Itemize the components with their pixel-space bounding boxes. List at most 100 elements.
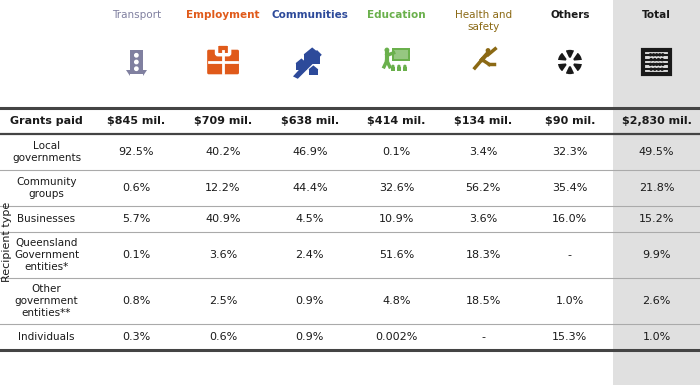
Text: 18.3%: 18.3% [466, 250, 501, 260]
Circle shape [134, 66, 139, 71]
Bar [296, 63, 307, 70]
Polygon shape [126, 70, 130, 76]
Text: Health and
safety: Health and safety [455, 10, 512, 32]
Bar [130, 50, 143, 74]
Circle shape [391, 65, 395, 68]
Bar [403, 67, 407, 71]
Text: Education: Education [368, 10, 426, 20]
Text: 3.4%: 3.4% [469, 147, 498, 157]
Text: Transport: Transport [112, 10, 161, 20]
FancyBboxPatch shape [207, 50, 239, 74]
Circle shape [134, 60, 139, 64]
Text: 92.5%: 92.5% [118, 147, 154, 157]
Text: 3.6%: 3.6% [469, 214, 497, 224]
Text: 46.9%: 46.9% [292, 147, 328, 157]
Circle shape [657, 58, 660, 61]
Text: 1.0%: 1.0% [643, 332, 671, 342]
Text: 32.3%: 32.3% [552, 147, 587, 157]
Text: Others: Others [550, 10, 589, 20]
Text: 2.4%: 2.4% [295, 250, 324, 260]
Circle shape [403, 65, 407, 68]
Text: Grants paid: Grants paid [10, 116, 83, 126]
Text: 12.2%: 12.2% [205, 183, 241, 193]
Text: 18.5%: 18.5% [466, 296, 501, 306]
Circle shape [657, 67, 660, 71]
Text: 9.9%: 9.9% [643, 250, 671, 260]
Text: 40.2%: 40.2% [205, 147, 241, 157]
Bar [613, 0, 700, 385]
Polygon shape [143, 70, 147, 76]
Text: 0.8%: 0.8% [122, 296, 150, 306]
Text: 16.0%: 16.0% [552, 214, 587, 224]
FancyBboxPatch shape [216, 44, 230, 55]
Text: Businesses: Businesses [18, 214, 76, 224]
Text: Queensland
Government
entities*: Queensland Government entities* [14, 238, 79, 271]
Text: 44.4%: 44.4% [292, 183, 328, 193]
Circle shape [652, 63, 655, 66]
Text: Individuals: Individuals [18, 332, 75, 342]
Circle shape [655, 53, 659, 57]
Text: 21.8%: 21.8% [639, 183, 674, 193]
Text: Communities: Communities [272, 10, 348, 20]
Text: 49.5%: 49.5% [639, 147, 674, 157]
Text: Employment: Employment [186, 10, 260, 20]
Text: 4.5%: 4.5% [295, 214, 324, 224]
Circle shape [384, 48, 389, 52]
Text: 4.8%: 4.8% [382, 296, 411, 306]
Text: Recipient type: Recipient type [2, 202, 12, 282]
Circle shape [658, 63, 662, 66]
Text: 2.5%: 2.5% [209, 296, 237, 306]
Text: Local
governments: Local governments [12, 141, 81, 163]
Circle shape [660, 67, 664, 71]
Text: $134 mil.: $134 mil. [454, 116, 512, 126]
Text: 5.7%: 5.7% [122, 214, 150, 224]
Bar [393, 50, 407, 59]
Text: $709 mil.: $709 mil. [194, 116, 252, 126]
Bar [309, 69, 318, 75]
Text: $2,830 mil.: $2,830 mil. [622, 116, 692, 126]
Circle shape [653, 67, 657, 71]
Circle shape [397, 65, 400, 68]
Text: 0.002%: 0.002% [375, 332, 418, 342]
Text: 40.9%: 40.9% [205, 214, 241, 224]
Text: 56.2%: 56.2% [466, 183, 501, 193]
Polygon shape [295, 59, 307, 63]
Circle shape [653, 58, 657, 61]
Text: 0.9%: 0.9% [295, 296, 324, 306]
Polygon shape [293, 50, 322, 79]
Circle shape [649, 63, 652, 66]
Text: 15.3%: 15.3% [552, 332, 587, 342]
Text: 0.6%: 0.6% [122, 183, 150, 193]
Text: 0.1%: 0.1% [382, 147, 411, 157]
Circle shape [486, 48, 491, 53]
Text: 0.6%: 0.6% [209, 332, 237, 342]
Polygon shape [304, 47, 321, 54]
Wedge shape [570, 51, 583, 62]
Wedge shape [564, 62, 575, 75]
Text: Community
groups: Community groups [16, 177, 77, 199]
Circle shape [658, 53, 662, 57]
Text: $90 mil.: $90 mil. [545, 116, 595, 126]
Text: 51.6%: 51.6% [379, 250, 414, 260]
Text: -: - [481, 332, 485, 342]
Bar [391, 67, 395, 71]
Bar [304, 54, 320, 64]
Circle shape [652, 53, 655, 57]
Circle shape [661, 53, 664, 57]
Circle shape [660, 58, 664, 61]
Text: 0.9%: 0.9% [295, 332, 324, 342]
Text: $414 mil.: $414 mil. [368, 116, 426, 126]
Circle shape [134, 53, 139, 58]
Wedge shape [556, 62, 570, 73]
Text: Total: Total [642, 10, 671, 20]
Text: $845 mil.: $845 mil. [107, 116, 165, 126]
Text: 32.6%: 32.6% [379, 183, 414, 193]
Text: 10.9%: 10.9% [379, 214, 414, 224]
Text: Other
government
entities**: Other government entities** [15, 285, 78, 318]
Bar [643, 50, 670, 74]
Text: 3.6%: 3.6% [209, 250, 237, 260]
Text: 1.0%: 1.0% [556, 296, 584, 306]
Wedge shape [556, 51, 570, 62]
Text: 2.6%: 2.6% [643, 296, 671, 306]
Wedge shape [570, 62, 583, 73]
